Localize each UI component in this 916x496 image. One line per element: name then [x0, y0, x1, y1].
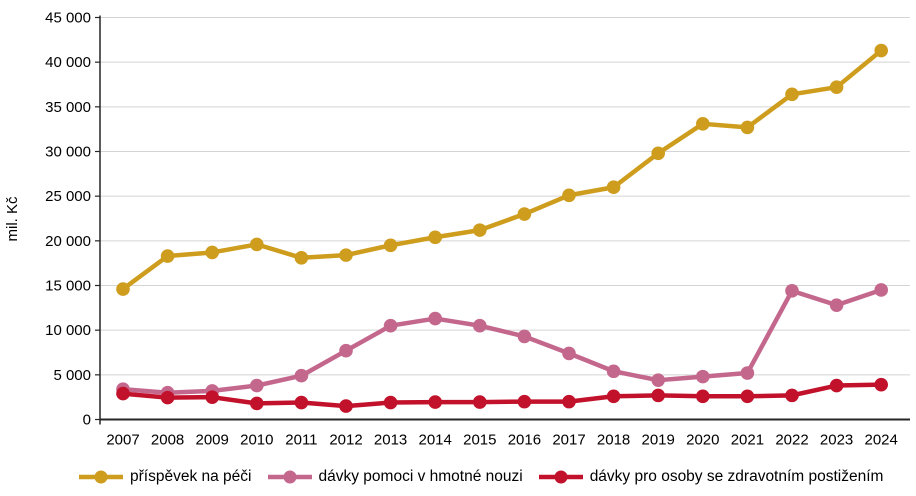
x-tick-label: 2018 [597, 432, 630, 449]
data-point-2-2009 [205, 390, 219, 404]
y-tick-label: 0 [83, 412, 91, 429]
legend-item-davky-zdravotni-postizeni: dávky pro osoby se zdravotním postižením [538, 468, 884, 486]
data-point-0-2008 [160, 249, 175, 263]
data-point-0-2009 [205, 245, 219, 260]
x-tick-label: 2011 [285, 432, 317, 449]
data-point-1-2012 [339, 343, 353, 358]
y-tick-label: 5 000 [53, 367, 91, 384]
data-point-0-2016 [517, 207, 532, 221]
data-point-2-2014 [428, 395, 443, 409]
data-point-1-2021 [740, 366, 755, 380]
x-tick-label: 2023 [820, 432, 853, 449]
data-point-0-2010 [249, 237, 264, 252]
data-point-0-2017 [562, 188, 576, 203]
x-tick-label: 2014 [419, 432, 452, 449]
data-point-2-2008 [160, 390, 175, 405]
data-point-0-2011 [294, 251, 309, 265]
x-tick-label: 2007 [106, 432, 139, 449]
data-point-2-2022 [785, 388, 799, 403]
data-point-2-2021 [740, 389, 755, 404]
data-point-0-2018 [606, 180, 621, 195]
data-point-1-2019 [651, 373, 665, 387]
x-tick-label: 2017 [552, 432, 585, 449]
data-point-2-2017 [562, 394, 576, 409]
data-point-2-2011 [294, 395, 309, 410]
data-point-0-2014 [428, 230, 443, 245]
series-line-1 [120, 287, 884, 395]
legend-label: dávky pro osoby se zdravotním postižením [589, 468, 884, 485]
data-point-1-2015 [473, 318, 487, 333]
x-tick-label: 2008 [151, 432, 184, 449]
x-tick-label: 2009 [196, 432, 229, 449]
legend-item-davky-hmotna-nouze: dávky pomoci v hmotné nouzi [267, 468, 523, 486]
legend-label: dávky pomoci v hmotné nouzi [318, 468, 523, 485]
x-tick-label: 2012 [329, 432, 362, 449]
y-tick-label: 35 000 [45, 99, 91, 116]
x-tick-label: 2019 [642, 432, 675, 449]
y-tick-label: 15 000 [45, 278, 91, 295]
x-tick-label: 2013 [374, 432, 407, 449]
data-point-2-2020 [696, 389, 710, 404]
x-tick-label: 2010 [240, 432, 273, 449]
data-point-0-2024 [874, 43, 888, 58]
y-tick-label: 20 000 [45, 233, 91, 250]
data-point-2-2019 [651, 388, 665, 403]
data-point-2-2007 [116, 386, 130, 401]
x-tick-label: 2016 [508, 432, 541, 449]
legend-label: příspěvek na péči [130, 468, 252, 485]
data-point-1-2024 [874, 283, 888, 297]
legend-item-prispevek-na-peci: příspěvek na péči [78, 468, 252, 486]
data-point-1-2013 [383, 318, 398, 333]
data-point-0-2022 [785, 87, 799, 102]
data-point-1-2022 [785, 284, 799, 298]
y-tick-label: 25 000 [45, 188, 91, 205]
data-point-2-2024 [874, 377, 888, 392]
legend-marker-line-dot-icon [267, 470, 312, 484]
data-point-0-2007 [116, 282, 130, 296]
y-tick-label: 40 000 [45, 54, 91, 71]
data-point-2-2023 [829, 378, 844, 393]
legend-marker-line-dot-icon [538, 470, 583, 484]
data-point-1-2020 [696, 369, 710, 384]
x-tick-label: 2022 [775, 432, 808, 449]
x-tick-label: 2015 [463, 432, 496, 449]
legend-marker-line-dot-icon [79, 470, 123, 484]
data-point-0-2021 [740, 120, 755, 135]
data-point-2-2012 [339, 399, 353, 413]
y-tick-label: 10 000 [45, 322, 91, 339]
data-point-1-2014 [428, 311, 443, 326]
data-point-0-2013 [383, 238, 398, 253]
data-point-1-2016 [517, 329, 532, 344]
x-tick-label: 2024 [865, 432, 898, 449]
data-point-0-2012 [339, 248, 353, 262]
data-point-1-2023 [829, 298, 844, 312]
y-tick-label: 30 000 [45, 144, 91, 161]
data-point-1-2017 [562, 346, 576, 361]
data-point-1-2010 [249, 378, 264, 393]
data-point-1-2011 [294, 368, 309, 383]
x-tick-label: 2020 [686, 432, 719, 449]
data-point-2-2016 [517, 394, 532, 409]
y-tick-label: 45 000 [45, 10, 91, 27]
data-point-0-2019 [651, 146, 665, 161]
data-point-0-2015 [473, 223, 487, 237]
data-point-1-2018 [606, 364, 621, 379]
data-point-2-2015 [473, 395, 487, 409]
data-point-2-2018 [606, 389, 621, 404]
legend: příspěvek na péči dávky pomoci v hmotné … [78, 468, 883, 486]
series-line-0 [120, 48, 884, 292]
series-line-2 [120, 382, 884, 409]
data-point-0-2020 [696, 117, 710, 131]
x-tick-label: 2021 [731, 432, 764, 449]
data-point-2-2013 [383, 395, 398, 410]
data-point-2-2010 [249, 396, 264, 411]
data-point-0-2023 [829, 80, 844, 94]
